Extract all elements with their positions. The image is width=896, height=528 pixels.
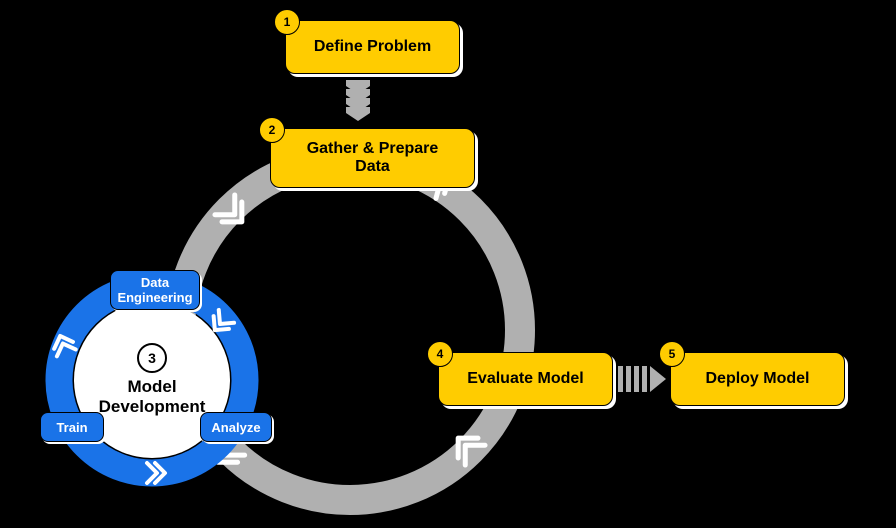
step-deploy-model: Deploy Model 5 bbox=[670, 352, 845, 406]
step-label: Define Problem bbox=[314, 38, 431, 56]
step3-badge: 3 bbox=[137, 343, 167, 373]
step-badge: 2 bbox=[259, 117, 285, 143]
step-label: Deploy Model bbox=[705, 370, 809, 388]
step-label: Gather & Prepare Data bbox=[307, 140, 439, 176]
step-define-problem: Define Problem 1 bbox=[285, 20, 460, 74]
step3-title: Model Development bbox=[99, 377, 206, 416]
step-label: Evaluate Model bbox=[467, 370, 583, 388]
substep-analyze: Analyze bbox=[200, 412, 272, 442]
substep-data-engineering: Data Engineering bbox=[110, 270, 200, 310]
step-badge: 4 bbox=[427, 341, 453, 367]
step-evaluate-model: Evaluate Model 4 bbox=[438, 352, 613, 406]
substep-train: Train bbox=[40, 412, 104, 442]
connector-4-5 bbox=[618, 366, 666, 392]
substep-label: Analyze bbox=[211, 420, 260, 435]
step-badge: 1 bbox=[274, 9, 300, 35]
ml-workflow-diagram: { "type": "flowchart", "canvas": { "widt… bbox=[0, 0, 896, 528]
substep-label: Data Engineering bbox=[117, 275, 192, 305]
step-gather-prepare-data: Gather & Prepare Data 2 bbox=[270, 128, 475, 188]
connector-1-2 bbox=[346, 80, 370, 121]
substep-label: Train bbox=[56, 420, 87, 435]
step-badge: 5 bbox=[659, 341, 685, 367]
